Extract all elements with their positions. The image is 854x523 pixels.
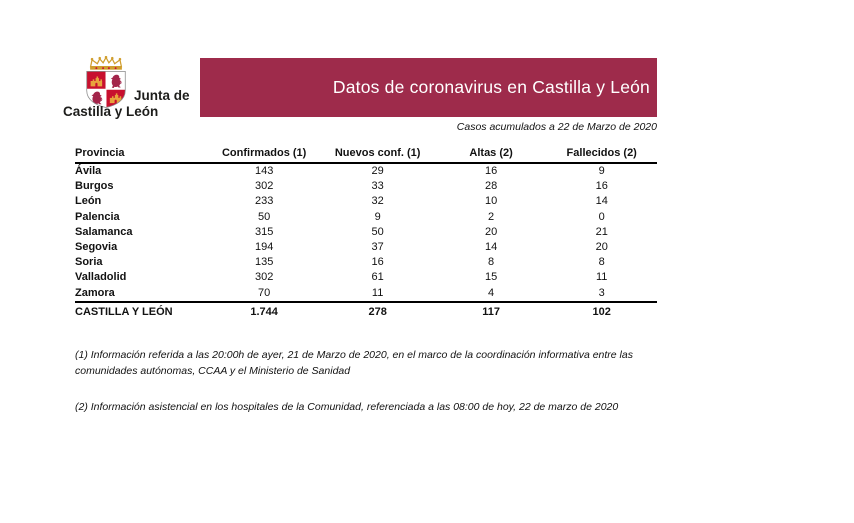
header-fallecidos: Fallecidos (2) — [546, 145, 657, 164]
cell-provincia: Salamanca — [75, 225, 133, 238]
cell-confirmados: 194 — [254, 241, 274, 254]
cell-nuevos: 9 — [374, 210, 381, 223]
cell-altas: 16 — [484, 165, 498, 177]
cell-confirmados: 315 — [254, 225, 274, 238]
cell-confirmados: 70 — [258, 286, 271, 299]
subtitle-date: Casos acumulados a 22 de Marzo de 2020 — [456, 121, 657, 133]
table-total-row: CASTILLA Y LEÓN 1.744 278 117 102 — [75, 300, 657, 321]
cell-provincia: Zamora — [75, 286, 115, 299]
table-row: Salamanca 315 50 20 21 — [75, 225, 657, 240]
cell-altas: 15 — [484, 271, 498, 284]
page-title: Datos de coronavirus en Castilla y León — [332, 77, 650, 97]
header-confirmados: Confirmados (1) — [208, 145, 320, 164]
lion-glyph — [110, 74, 122, 88]
cell-nuevos: 29 — [371, 165, 384, 177]
cell-provincia: Soria — [75, 256, 103, 269]
coat-of-arms-icon — [86, 56, 126, 108]
data-table: Provincia Confirmados (1) Nuevos conf. (… — [75, 145, 657, 321]
cell-fallecidos: 0 — [598, 210, 605, 223]
cell-fallecidos: 3 — [598, 286, 605, 299]
cell-provincia: León — [75, 195, 102, 208]
cell-altas: 28 — [484, 180, 498, 193]
table-row: Burgos 302 33 28 16 — [75, 179, 657, 194]
cell-confirmados: 302 — [254, 271, 274, 284]
cell-fallecidos: 8 — [598, 256, 605, 269]
cell-nuevos: 16 — [371, 256, 384, 269]
cell-confirmados: 302 — [254, 180, 274, 193]
cell-altas: 20 — [484, 225, 498, 238]
header-nuevos: Nuevos conf. (1) — [319, 145, 436, 164]
cell-altas: 14 — [484, 241, 498, 254]
cell-confirmados: 233 — [254, 195, 274, 208]
cell-fallecidos: 20 — [595, 241, 608, 254]
cell-provincia: Burgos — [75, 180, 114, 193]
total-fallecidos: 102 — [546, 300, 657, 321]
table-row: Palencia 50 9 2 0 — [75, 210, 657, 225]
footnote-1: (1) Información referida a las 20:00h de… — [75, 349, 633, 377]
table-row: Segovia 194 37 14 20 — [75, 240, 657, 255]
cell-nuevos: 11 — [371, 286, 384, 299]
cell-fallecidos: 21 — [595, 225, 608, 238]
footnote-2: (2) Información asistencial en los hospi… — [75, 401, 619, 413]
cell-nuevos: 37 — [371, 241, 384, 254]
castle-glyph — [90, 76, 103, 87]
cell-altas: 10 — [484, 195, 498, 208]
logo: Junta de Castilla y León — [63, 56, 195, 126]
cell-altas: 8 — [488, 256, 495, 269]
cell-fallecidos: 14 — [595, 195, 608, 208]
cell-confirmados: 143 — [254, 165, 274, 177]
cell-provincia: Palencia — [75, 210, 120, 223]
total-label: CASTILLA Y LEÓN — [75, 300, 209, 321]
title-banner: Datos de coronavirus en Castilla y León — [200, 58, 657, 117]
cell-nuevos: 61 — [371, 271, 384, 284]
logo-text-line2: Castilla y León — [63, 104, 159, 119]
cell-fallecidos: 11 — [595, 271, 608, 284]
cell-provincia: Segovia — [75, 241, 118, 254]
table-row: Zamora 70 11 4 3 — [75, 286, 657, 302]
cell-confirmados: 50 — [258, 210, 271, 223]
logo-text-line1: Junta de — [134, 88, 190, 103]
cell-provincia: Valladolid — [75, 271, 127, 284]
cell-nuevos: 50 — [371, 225, 384, 238]
cell-nuevos: 32 — [371, 195, 384, 208]
crown-shape — [89, 56, 123, 70]
total-altas: 117 — [435, 300, 547, 321]
cell-confirmados: 135 — [254, 256, 274, 269]
cell-provincia: Ávila — [75, 165, 102, 177]
table-row: Soria 135 16 8 8 — [75, 255, 657, 270]
header-provincia: Provincia — [75, 145, 209, 164]
cell-altas: 4 — [488, 286, 495, 299]
cell-fallecidos: 9 — [598, 165, 605, 177]
castle-glyph — [109, 93, 122, 104]
total-nuevos: 278 — [319, 300, 436, 321]
table-row: Valladolid 302 61 15 11 — [75, 270, 657, 285]
table-header-row: Provincia Confirmados (1) Nuevos conf. (… — [75, 145, 657, 164]
lion-glyph — [91, 91, 103, 105]
table-row: Ávila 143 29 16 9 — [75, 163, 657, 179]
cell-fallecidos: 16 — [595, 180, 608, 193]
cell-altas: 2 — [488, 210, 495, 223]
table-row: León 233 32 10 14 — [75, 194, 657, 209]
header-altas: Altas (2) — [435, 145, 547, 164]
total-confirmados: 1.744 — [208, 300, 320, 321]
cell-nuevos: 33 — [371, 180, 384, 193]
